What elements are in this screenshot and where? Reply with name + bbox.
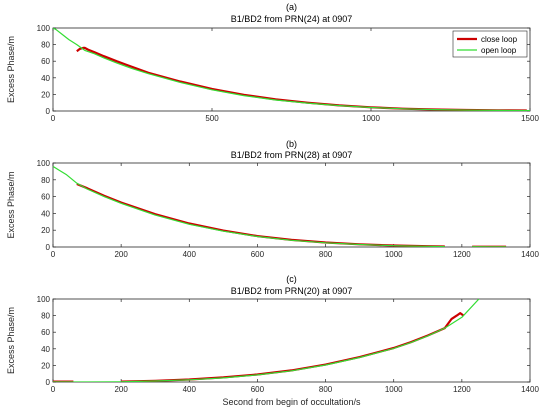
y-axis-label: Excess Phase/m bbox=[6, 171, 16, 238]
y-tick-label: 100 bbox=[37, 24, 51, 33]
y-tick-label: 60 bbox=[41, 193, 50, 202]
panel-label: (a) bbox=[286, 2, 297, 12]
panel-label: (b) bbox=[286, 139, 297, 149]
x-tick-label: 600 bbox=[251, 385, 265, 394]
x-tick-label: 1200 bbox=[453, 385, 471, 394]
x-tick-label: 500 bbox=[205, 114, 219, 123]
y-tick-label: 80 bbox=[41, 176, 50, 185]
x-tick-label: 400 bbox=[183, 250, 197, 259]
x-axis-label: Second from begin of occultation/s bbox=[222, 397, 361, 407]
y-axis-label: Excess Phase/m bbox=[6, 307, 16, 374]
x-tick-label: 800 bbox=[319, 250, 333, 259]
plot-area-2 bbox=[52, 162, 531, 248]
legend-entry: open loop bbox=[481, 46, 517, 55]
x-tick-label: 1000 bbox=[385, 250, 403, 259]
y-tick-label: 20 bbox=[41, 226, 50, 235]
x-tick-label: 1200 bbox=[453, 250, 471, 259]
y-tick-label: 20 bbox=[41, 90, 50, 99]
y-tick-label: 20 bbox=[41, 361, 50, 370]
y-tick-label: 100 bbox=[37, 159, 51, 168]
x-tick-label: 1400 bbox=[521, 385, 539, 394]
series-line-open-loop bbox=[53, 165, 507, 247]
x-tick-label: 0 bbox=[51, 114, 56, 123]
x-tick-label: 200 bbox=[114, 385, 128, 394]
series-line-open-loop bbox=[53, 28, 530, 111]
x-tick-label: 600 bbox=[251, 250, 265, 259]
plot-area-1 bbox=[52, 27, 531, 112]
x-tick-label: 400 bbox=[183, 385, 197, 394]
x-tick-label: 1000 bbox=[362, 114, 380, 123]
x-tick-label: 0 bbox=[51, 385, 56, 394]
legend-entry: close loop bbox=[481, 35, 518, 44]
x-tick-label: 1000 bbox=[385, 385, 403, 394]
y-tick-label: 80 bbox=[41, 312, 50, 321]
x-tick-label: 800 bbox=[319, 385, 333, 394]
y-tick-label: 40 bbox=[41, 345, 50, 354]
y-tick-label: 60 bbox=[41, 57, 50, 66]
panel-label: (c) bbox=[286, 274, 297, 284]
y-tick-label: 40 bbox=[41, 74, 50, 83]
x-tick-label: 1400 bbox=[521, 250, 539, 259]
y-tick-label: 0 bbox=[46, 378, 51, 387]
y-axis-label: Excess Phase/m bbox=[6, 36, 16, 103]
y-tick-label: 0 bbox=[46, 107, 51, 116]
y-tick-label: 80 bbox=[41, 41, 50, 50]
chart-title: B1/BD2 from PRN(24) at 0907 bbox=[231, 14, 353, 24]
chart-title: B1/BD2 from PRN(28) at 0907 bbox=[231, 150, 353, 160]
y-tick-label: 40 bbox=[41, 209, 50, 218]
x-tick-label: 1500 bbox=[521, 114, 539, 123]
plot-area-3 bbox=[52, 298, 531, 383]
series-line-open-loop bbox=[53, 299, 480, 382]
legend-box bbox=[452, 30, 528, 58]
chart-title: B1/BD2 from PRN(20) at 0907 bbox=[231, 286, 353, 296]
x-tick-label: 0 bbox=[51, 250, 56, 259]
y-tick-label: 100 bbox=[37, 295, 51, 304]
y-tick-label: 60 bbox=[41, 328, 50, 337]
x-tick-label: 200 bbox=[114, 250, 128, 259]
y-tick-label: 0 bbox=[46, 243, 51, 252]
